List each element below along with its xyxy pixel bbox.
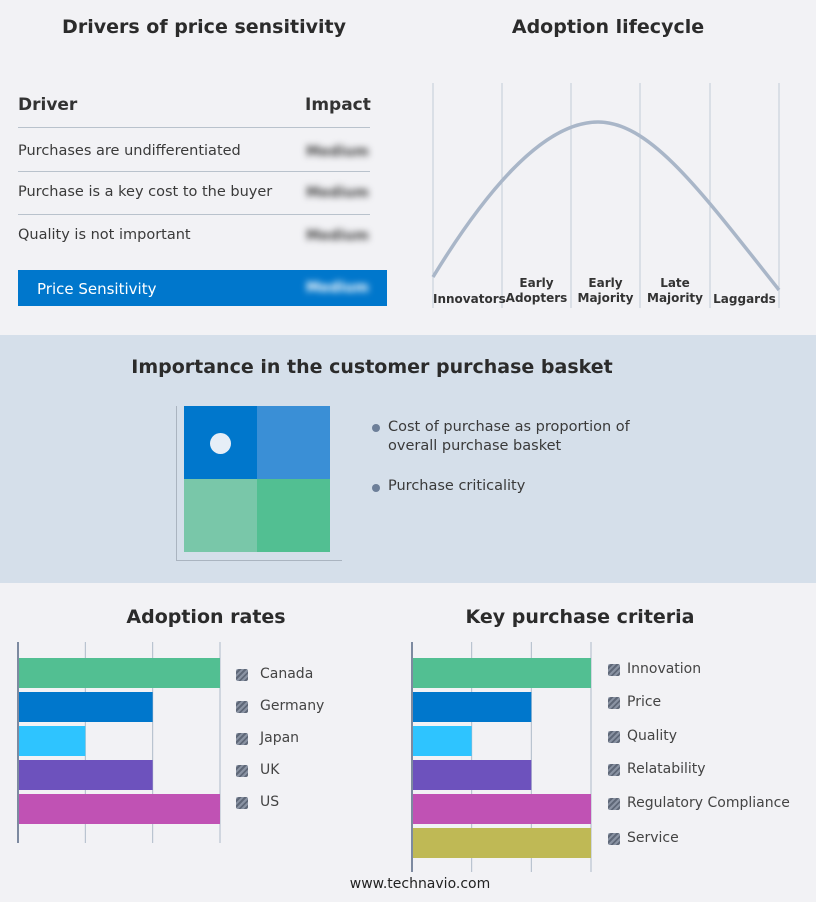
matrix-quadrant-br <box>257 479 330 552</box>
legend-swatch-icon <box>608 697 620 709</box>
basket-title: Importance in the customer purchase bask… <box>131 356 613 378</box>
col-impact: Impact <box>305 95 371 115</box>
bar-canada <box>18 658 220 688</box>
matrix-quadrant-bl <box>184 479 257 552</box>
position-marker <box>210 433 231 454</box>
bar-quality <box>412 726 472 756</box>
price-sensitivity-label: Price Sensitivity <box>37 280 157 298</box>
adoption-rates-title: Adoption rates <box>126 606 286 628</box>
lifecycle-chart <box>431 83 781 308</box>
price-sensitivity-bar: Price Sensitivity Medium <box>18 270 387 306</box>
legend-swatch-icon <box>608 833 620 845</box>
lifecycle-title: Adoption lifecycle <box>511 16 705 38</box>
legend-label: UK <box>260 762 280 778</box>
legend-label: Service <box>627 830 679 846</box>
drivers-title: Drivers of price sensitivity <box>62 16 346 38</box>
legend-swatch-icon <box>236 701 248 713</box>
stage-label: Late Majority <box>647 276 703 305</box>
legend-label: Quality <box>627 728 678 744</box>
divider <box>18 127 370 128</box>
matrix-quadrant-tr <box>257 406 330 479</box>
basket-legend-1: Cost of purchase as proportion of overal… <box>388 419 630 454</box>
bar-uk <box>18 760 153 790</box>
legend-swatch-icon <box>608 664 620 676</box>
adoption-curve <box>431 120 781 292</box>
stage-label: Early Majority <box>577 276 634 305</box>
driver-impact: Medium <box>306 228 369 244</box>
matrix-axis-y <box>176 406 177 560</box>
driver-impact: Medium <box>306 144 369 160</box>
driver-label: Quality is not important <box>18 227 191 243</box>
divider <box>18 171 370 172</box>
col-driver: Driver <box>18 95 78 115</box>
legend-swatch-icon <box>608 764 620 776</box>
footer-url: www.technavio.com <box>349 876 491 892</box>
legend-swatch-icon <box>236 797 248 809</box>
legend-swatch-icon <box>608 798 620 810</box>
legend-label: Price <box>627 694 662 710</box>
bar-germany <box>18 692 153 722</box>
bar-service <box>412 828 591 858</box>
driver-label: Purchases are undifferentiated <box>18 143 241 159</box>
basket-section <box>0 335 816 583</box>
stage-label: Laggards <box>713 292 776 306</box>
legend-label: Germany <box>260 698 325 714</box>
bar-relatability <box>412 760 532 790</box>
matrix-axis-x <box>176 560 342 561</box>
bullet-icon <box>372 484 380 492</box>
kpc-title: Key purchase criteria <box>465 606 695 628</box>
divider <box>18 214 370 215</box>
bar-price <box>412 692 532 722</box>
legend-label: Canada <box>260 666 314 682</box>
legend-swatch-icon <box>608 731 620 743</box>
legend-label: US <box>260 794 280 810</box>
price-sensitivity-value: Medium <box>306 280 369 296</box>
legend-swatch-icon <box>236 765 248 777</box>
basket-legend-2: Purchase criticality <box>388 478 526 494</box>
stage-label: Innovators <box>433 292 506 306</box>
driver-label: Purchase is a key cost to the buyer <box>18 184 273 200</box>
bar-innovation <box>412 658 591 688</box>
bar-regulatory-compliance <box>412 794 591 824</box>
legend-label: Japan <box>260 730 300 746</box>
legend-label: Relatability <box>627 761 706 777</box>
bar-us <box>18 794 220 824</box>
legend-swatch-icon <box>236 733 248 745</box>
stage-label: Early Adopters <box>505 276 568 305</box>
bar-japan <box>18 726 86 756</box>
legend-swatch-icon <box>236 669 248 681</box>
legend-label: Innovation <box>627 661 702 677</box>
bullet-icon <box>372 424 380 432</box>
legend-label: Regulatory Compliance <box>627 795 790 811</box>
driver-impact: Medium <box>306 185 369 201</box>
